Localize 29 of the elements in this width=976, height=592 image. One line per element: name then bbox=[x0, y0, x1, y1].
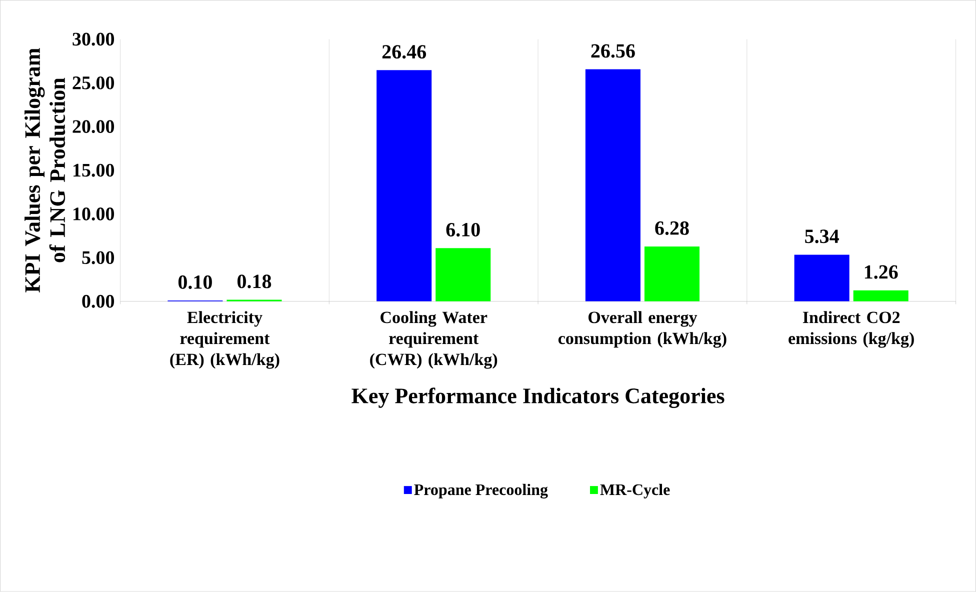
y-tick-label: 10.00 bbox=[73, 208, 114, 221]
bar bbox=[644, 246, 700, 302]
x-tick-label: Indirect CO2 emissions (kg/kg) bbox=[788, 311, 914, 348]
x-tick-label: Electricity requirement (ER) (kWh/kg) bbox=[170, 311, 280, 369]
bar bbox=[376, 70, 432, 302]
y-tick-label: 0.00 bbox=[82, 295, 114, 308]
bar bbox=[436, 248, 491, 302]
bar bbox=[585, 69, 640, 302]
data-label: 6.28 bbox=[655, 222, 689, 236]
legend-label: MR-Cycle bbox=[600, 484, 670, 499]
legend-label: Propane Precooling bbox=[414, 484, 548, 499]
y-tick-label: 15.00 bbox=[73, 164, 114, 177]
bar bbox=[794, 254, 850, 302]
data-label: 0.10 bbox=[178, 276, 212, 290]
x-tick-label: Cooling Water requirement (CWR) (kWh/kg) bbox=[370, 311, 498, 369]
y-tick-label: 20.00 bbox=[72, 120, 114, 134]
x-axis-title: Key Performance Indicators Categories bbox=[352, 388, 724, 408]
y-tick-label: 25.00 bbox=[72, 76, 114, 90]
y-tick-label: 5.00 bbox=[82, 251, 114, 264]
y-axis-title: KPI Values per Kilogram of LNG Production bbox=[24, 48, 66, 293]
bar bbox=[853, 290, 908, 302]
data-label: 1.26 bbox=[864, 265, 898, 279]
data-label: 6.10 bbox=[446, 223, 480, 237]
data-label: 26.56 bbox=[591, 44, 635, 58]
data-label: 26.46 bbox=[382, 45, 426, 59]
data-label: 0.18 bbox=[237, 274, 272, 288]
y-tick-label: 30.00 bbox=[72, 32, 114, 46]
x-tick-label: Overall energy consumption (kWh/kg) bbox=[558, 311, 726, 348]
data-label: 5.34 bbox=[805, 230, 839, 244]
